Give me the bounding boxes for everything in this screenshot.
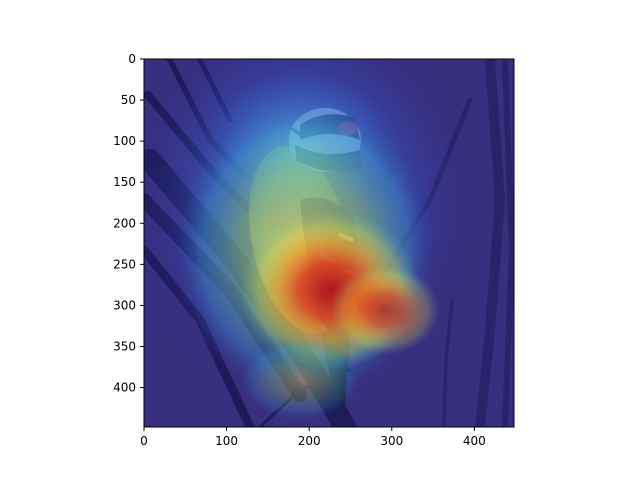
y-tick-label: 350: [113, 340, 136, 354]
y-tick-label: 300: [113, 298, 136, 312]
y-tick-label: 100: [113, 134, 136, 148]
x-tick-label: 0: [140, 434, 148, 448]
x-tick-label: 400: [463, 434, 486, 448]
y-axis: 0 50 100 150 200 250 300 350 400: [113, 52, 144, 395]
y-tick-label: 150: [113, 175, 136, 189]
x-tick-label: 100: [215, 434, 238, 448]
x-tick-label: 300: [380, 434, 403, 448]
axes-frame: [143, 58, 515, 428]
y-tick-label: 200: [113, 216, 136, 230]
y-tick-label: 250: [113, 257, 136, 271]
image-area: [144, 59, 514, 427]
x-axis: 0 100 200 300 400: [140, 427, 486, 448]
x-tick-label: 200: [298, 434, 321, 448]
y-tick-label: 400: [113, 381, 136, 395]
attention-heatmap: [144, 59, 514, 427]
y-tick-label: 0: [128, 52, 136, 66]
y-tick-label: 50: [121, 93, 136, 107]
